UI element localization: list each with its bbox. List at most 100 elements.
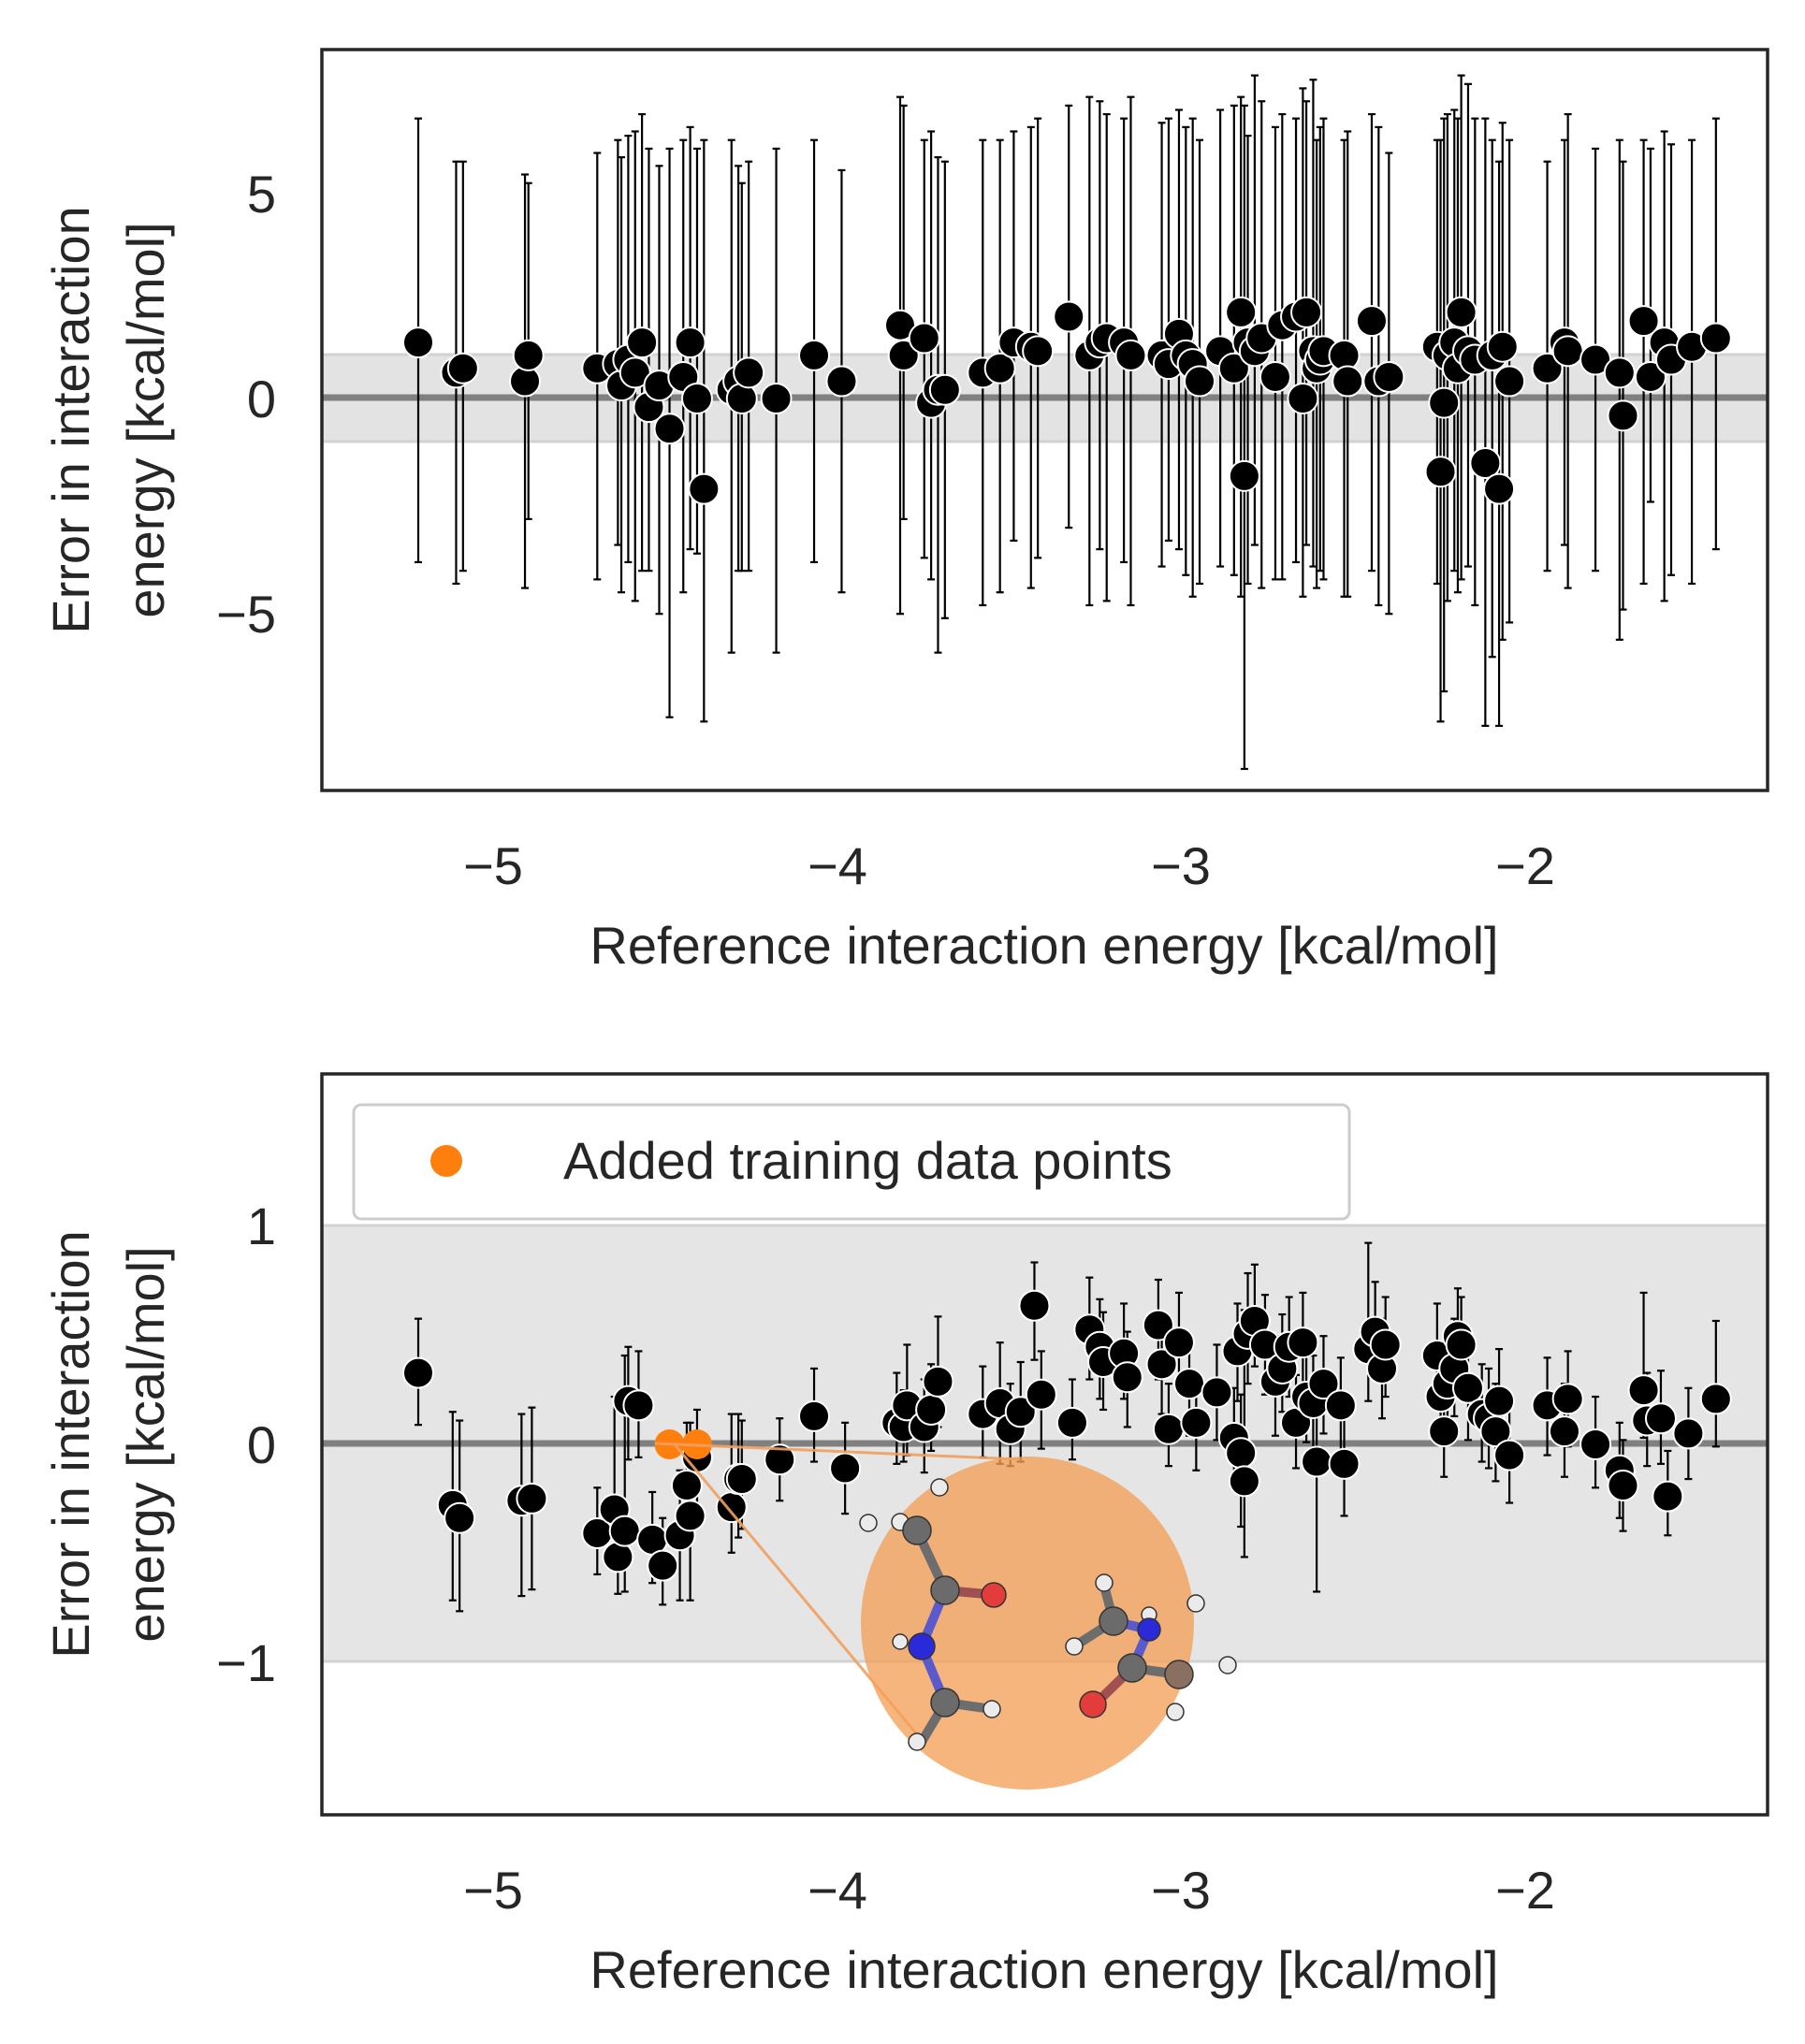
- top-xtick-label: −2: [1495, 836, 1555, 895]
- top-data-point: [626, 326, 659, 359]
- bottom-data-point: [602, 1541, 634, 1573]
- bottom-data-point: [622, 1389, 655, 1422]
- top-data-marks: [402, 74, 1732, 771]
- hydrogen-atom: [908, 1732, 926, 1751]
- top-panel: 5 0 −5 −5 −4 −3 −2 Reference interaction…: [41, 48, 1769, 975]
- top-data-point: [1483, 472, 1516, 505]
- top-error-bar: [1639, 138, 1648, 586]
- bottom-data-point: [915, 1393, 948, 1426]
- hydrogen-atom: [1218, 1656, 1237, 1674]
- top-data-point: [1531, 352, 1564, 384]
- bottom-data-point: [647, 1549, 679, 1582]
- top-data-point: [1022, 335, 1055, 368]
- top-data-point: [798, 339, 831, 371]
- bottom-data-point: [1627, 1374, 1660, 1407]
- top-data-point: [674, 326, 706, 359]
- bottom-panel: Added training data points 1 0 −1 −5 −4 …: [41, 1072, 1769, 1999]
- bottom-ytick-label: 1: [247, 1196, 276, 1255]
- legend-box: [352, 1103, 1351, 1221]
- bottom-data-point: [715, 1491, 748, 1524]
- bottom-data-point: [1173, 1368, 1205, 1400]
- top-y-axis-label: Error in interaction: [41, 206, 100, 634]
- top-data-point: [1259, 360, 1291, 393]
- hydrogen-atom: [1166, 1703, 1185, 1721]
- top-error-bar: [1615, 138, 1623, 641]
- top-data-point: [1627, 305, 1660, 338]
- bottom-data-point: [1493, 1439, 1526, 1471]
- top-ytick-label: −5: [216, 585, 276, 644]
- bottom-data-point: [1644, 1402, 1677, 1435]
- bottom-data-point: [922, 1365, 954, 1398]
- bottom-xtick-label: −4: [808, 1861, 867, 1920]
- top-ytick-label: 5: [247, 165, 276, 224]
- top-data-point: [1493, 365, 1526, 398]
- bottom-data-point: [1228, 1465, 1260, 1498]
- bottom-xtick-label: −2: [1495, 1861, 1555, 1920]
- bottom-data-point: [674, 1500, 706, 1532]
- carbon-atom: [930, 1575, 960, 1605]
- top-data-point: [1551, 335, 1584, 368]
- bottom-data-point: [402, 1356, 434, 1389]
- bottom-plot-frame: [320, 1072, 1769, 1817]
- bottom-y-axis-label: energy [kcal/mol]: [116, 1246, 175, 1642]
- top-data-point: [512, 339, 545, 371]
- top-data-point: [1469, 447, 1502, 480]
- top-data-point: [1114, 339, 1147, 371]
- bottom-data-point: [1652, 1480, 1684, 1513]
- top-data-point: [1287, 382, 1319, 414]
- top-data-point: [1225, 296, 1258, 328]
- top-error-bar: [1481, 117, 1490, 728]
- bottom-data-point: [1607, 1470, 1639, 1501]
- nitrogen-atom: [908, 1632, 936, 1660]
- bottom-ytick-label: 0: [247, 1415, 276, 1474]
- top-data-point: [1603, 356, 1636, 389]
- top-data-point: [1053, 300, 1085, 333]
- top-error-bar: [1240, 104, 1248, 771]
- bottom-data-point: [1324, 1389, 1357, 1422]
- bottom-data-point: [1445, 1328, 1477, 1361]
- carbon-atom: [1099, 1606, 1128, 1636]
- top-data-point: [1228, 459, 1260, 492]
- bottom-data-point: [1551, 1383, 1584, 1415]
- bottom-data-point: [516, 1482, 548, 1515]
- oxygen-atom: [1079, 1690, 1107, 1718]
- top-data-point: [760, 382, 793, 414]
- top-plot-frame: [320, 48, 1769, 792]
- top-xtick-label: −4: [808, 836, 867, 895]
- molecule-inset: [859, 1457, 1237, 1790]
- bottom-x-axis-label: Reference interaction energy [kcal/mol]: [590, 1940, 1498, 1999]
- bottom-xtick-label: −3: [1151, 1861, 1211, 1920]
- top-data-point: [402, 326, 434, 359]
- bottom-data-point: [1111, 1361, 1143, 1394]
- top-data-point: [680, 382, 713, 414]
- bottom-data-point: [1428, 1415, 1461, 1448]
- hydrogen-atom: [859, 1514, 878, 1532]
- bottom-data-point: [1328, 1447, 1361, 1480]
- top-data-point: [825, 365, 858, 398]
- top-x-axis-label: Reference interaction energy [kcal/mol]: [590, 916, 1498, 975]
- hydrogen-atom: [930, 1478, 949, 1497]
- bottom-data-point: [1579, 1428, 1612, 1460]
- bottom-data-point: [1152, 1413, 1185, 1445]
- bottom-data-point: [670, 1470, 703, 1501]
- top-error-bar: [1271, 125, 1279, 581]
- top-data-point: [688, 472, 721, 505]
- bottom-data-point: [829, 1452, 862, 1485]
- top-data-point: [1699, 322, 1732, 355]
- bottom-data-point: [1225, 1437, 1258, 1470]
- bottom-data-point: [1004, 1396, 1037, 1428]
- top-data-point: [1607, 399, 1639, 432]
- top-data-point: [1424, 456, 1457, 488]
- bottom-data-point: [1180, 1406, 1213, 1439]
- top-error-bar: [645, 147, 653, 573]
- top-data-point: [1290, 296, 1323, 328]
- top-data-point: [1634, 360, 1667, 393]
- hydrogen-atom: [1095, 1573, 1114, 1592]
- bottom-data-point: [1142, 1309, 1174, 1341]
- bottom-data-marks: [402, 1241, 1732, 1613]
- bottom-data-point: [1201, 1376, 1233, 1409]
- bottom-data-point: [1451, 1371, 1484, 1404]
- top-data-point: [1332, 365, 1364, 398]
- top-data-point: [1445, 296, 1477, 328]
